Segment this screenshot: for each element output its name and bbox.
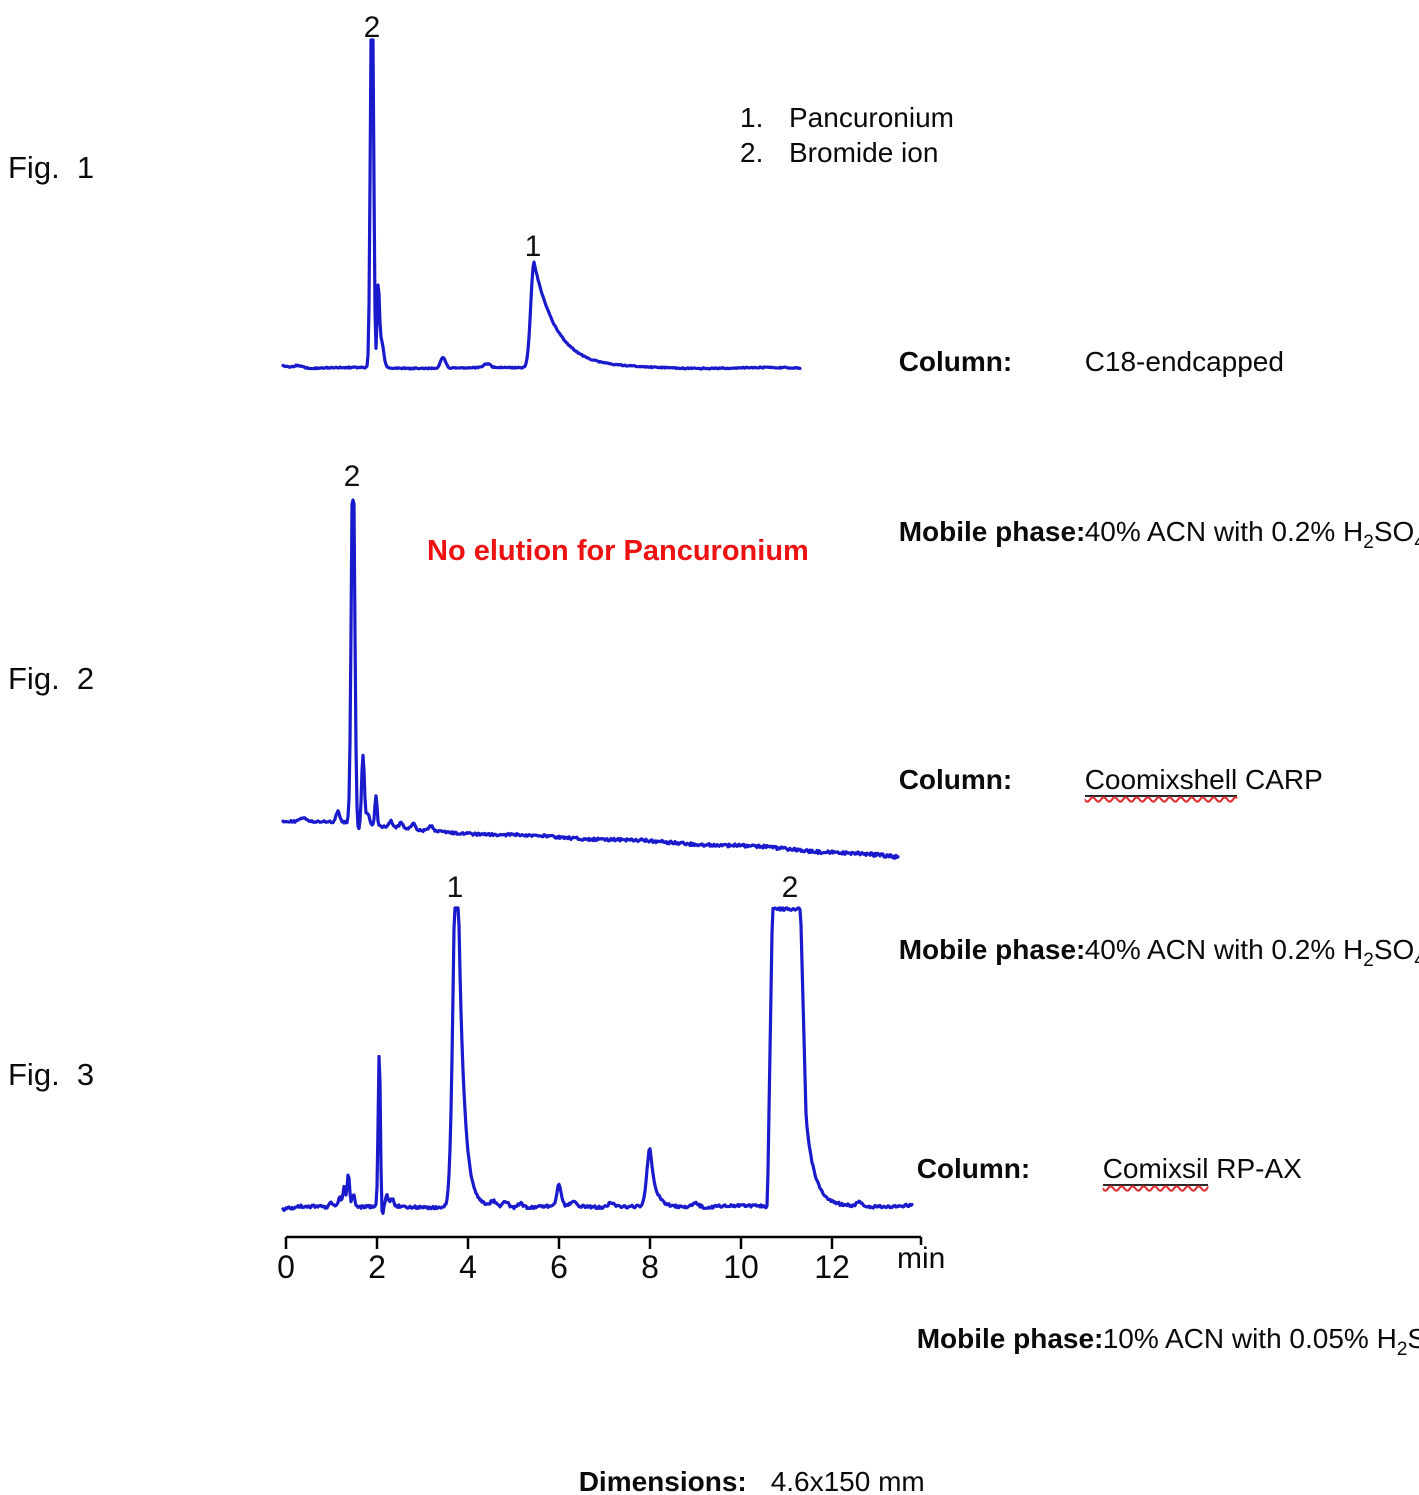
column-value-rest: C18-endcapped [1084,346,1284,377]
fig2-mobile-phase-row: Mobile phase:40% ACN with 0.2% H2SO4 [852,899,1419,1012]
subscript: 4 [1414,950,1419,971]
dimensions-label: Dimensions: [578,1466,747,1495]
mobile-phase-value: 10% ACN with 0.05% H2SO4 [1102,1323,1419,1360]
axis-tick-label: 8 [641,1249,659,1285]
axis-tick-label: 2 [368,1249,386,1285]
fig1-peak-legend: 1. Pancuronium 2. Bromide ion [740,100,954,170]
chromatogram-trace [281,498,900,860]
chromatogram-trace [281,38,802,371]
subscript: 2 [1396,1339,1408,1360]
mobile-phase-value: 40% ACN with 0.2% H2SO4 [1085,516,1419,553]
legend-compound: Pancuronium [789,102,954,133]
column-value-rest: RP-AX [1208,1153,1302,1184]
axis-tick-label: 10 [723,1249,759,1285]
fig1-column-row: Column: C18-endcapped [852,311,1419,413]
fig3-peak1-label: 1 [446,871,464,904]
mobile-phase-value: 40% ACN with 0.2% H2SO4 [1085,934,1419,971]
fig3-column-row: Column: Comixsil RP-AX [870,1118,1419,1220]
no-elution-note: No elution for Pancuronium [427,535,809,567]
mobile-phase-label: Mobile phase: [898,934,1086,965]
shared-conditions: Dimensions:4.6x150 mm Flow Rate:1 ml/min… [532,1373,925,1495]
axis-tick-label: 12 [814,1249,850,1285]
fig1-conditions: Column: C18-endcapped Mobile phase:40% AC… [852,243,1419,662]
mobile-phase-label: Mobile phase: [916,1323,1104,1354]
fig2-conditions: Column: Coomixshell CARP Mobile phase:40%… [852,661,1419,1080]
column-label: Column: [898,346,1013,377]
mobile-phase-label: Mobile phase: [898,516,1086,547]
subscript: 2 [1363,532,1374,553]
axis-tick-label: 0 [277,1249,295,1285]
fig1-peak2-label: 2 [363,11,381,44]
legend-compound: Bromide ion [789,137,939,168]
fig1-peak1-label: 1 [524,230,542,263]
legend-item-pancuronium: 1. Pancuronium [740,100,954,135]
fig3-label: Fig. 3 [8,1057,95,1092]
fig2-label: Fig. 2 [8,661,95,696]
fig2-peak2-label: 2 [343,460,361,493]
subscript: 4 [1414,532,1419,553]
dimensions-row: Dimensions: 4.6x150 mm [532,1435,925,1495]
chromatogram-trace [281,906,914,1215]
column-value: Comixsil RP-AX [1102,1153,1302,1186]
fig3-conditions: Column: Comixsil RP-AX Mobile phase:10% A… [870,1050,1419,1469]
subscript: 2 [1363,950,1374,971]
column-value: C18-endcapped [1085,346,1284,377]
dimensions-value: 4.6x150 mm [770,1466,925,1495]
axis-tick-label: 4 [459,1249,477,1285]
legend-number: 2. [740,137,764,168]
time-axis-unit-label: min [897,1242,946,1275]
legend-number: 1. [740,102,764,133]
fig1-mobile-phase-row: Mobile phase:40% ACN with 0.2% H2SO4 [852,481,1419,594]
fig2-column-row: Column: Coomixshell CARP [852,729,1419,831]
column-label: Column: [916,1153,1031,1184]
column-label: Column: [898,764,1013,795]
fig3-peak2-label: 2 [781,871,799,904]
column-value-underlined: Comixsil [1102,1153,1209,1186]
legend-item-bromide: 2. Bromide ion [740,135,954,170]
fig1-label: Fig. 1 [8,150,95,185]
axis-tick-label: 6 [550,1249,568,1285]
fig3-mobile-phase-row: Mobile phase:10% ACN with 0.05% H2SO4 [870,1288,1419,1401]
column-value-rest: CARP [1237,764,1323,795]
column-value-underlined: Coomixshell [1084,764,1238,797]
column-value: Coomixshell CARP [1084,764,1323,797]
